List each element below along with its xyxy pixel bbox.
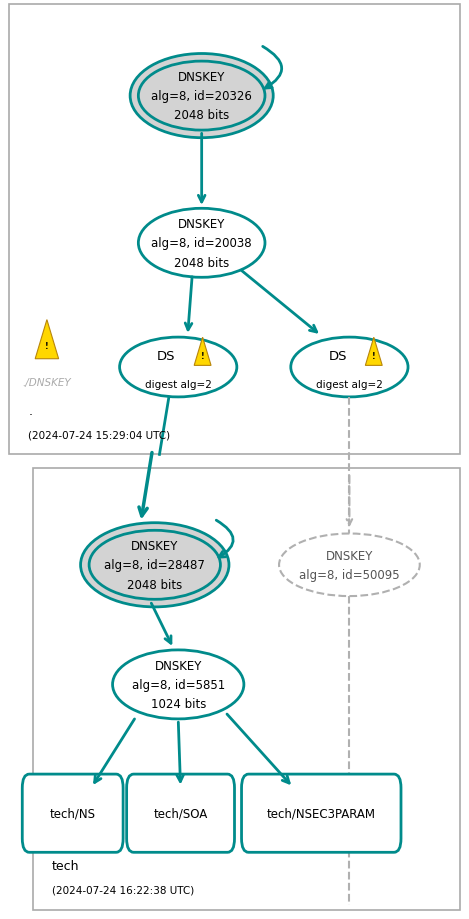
Text: tech/NSEC3PARAM: tech/NSEC3PARAM [267, 807, 376, 820]
Text: tech/SOA: tech/SOA [153, 807, 208, 820]
Text: DS: DS [328, 350, 347, 363]
Text: 2048 bits: 2048 bits [174, 256, 229, 269]
FancyBboxPatch shape [33, 469, 460, 910]
Ellipse shape [138, 62, 265, 130]
Ellipse shape [279, 534, 420, 596]
FancyBboxPatch shape [242, 774, 401, 853]
Text: !: ! [372, 352, 376, 360]
Ellipse shape [89, 530, 220, 599]
Ellipse shape [291, 338, 408, 397]
FancyBboxPatch shape [9, 5, 460, 455]
Text: alg=8, id=20326: alg=8, id=20326 [151, 90, 252, 103]
Text: DS: DS [157, 350, 176, 363]
Text: DNSKEY: DNSKEY [154, 659, 202, 672]
Text: !: ! [45, 341, 49, 350]
Text: digest alg=2: digest alg=2 [316, 380, 383, 389]
Ellipse shape [120, 338, 237, 397]
Text: DNSKEY: DNSKEY [178, 218, 226, 231]
Polygon shape [365, 338, 382, 366]
Text: (2024-07-24 16:22:38 UTC): (2024-07-24 16:22:38 UTC) [52, 885, 194, 894]
Text: alg=8, id=50095: alg=8, id=50095 [299, 568, 400, 581]
Text: alg=8, id=5851: alg=8, id=5851 [132, 678, 225, 691]
Text: !: ! [201, 352, 204, 360]
Text: DNSKEY: DNSKEY [131, 539, 179, 552]
Ellipse shape [138, 209, 265, 278]
Text: alg=8, id=28487: alg=8, id=28487 [104, 559, 205, 572]
Text: digest alg=2: digest alg=2 [145, 380, 212, 389]
Text: .: . [28, 404, 32, 417]
Text: alg=8, id=20038: alg=8, id=20038 [151, 237, 252, 250]
Polygon shape [194, 338, 211, 366]
Text: 2048 bits: 2048 bits [127, 578, 182, 591]
Text: 2048 bits: 2048 bits [174, 109, 229, 122]
FancyBboxPatch shape [22, 774, 123, 853]
Text: ./DNSKEY: ./DNSKEY [23, 378, 71, 387]
Text: tech/NS: tech/NS [50, 807, 96, 820]
FancyBboxPatch shape [127, 774, 234, 853]
Ellipse shape [81, 523, 229, 607]
Polygon shape [35, 321, 59, 359]
Text: 1024 bits: 1024 bits [151, 698, 206, 710]
Ellipse shape [113, 651, 244, 719]
Text: DNSKEY: DNSKEY [178, 71, 226, 84]
Text: (2024-07-24 15:29:04 UTC): (2024-07-24 15:29:04 UTC) [28, 430, 170, 439]
Text: DNSKEY: DNSKEY [325, 550, 373, 562]
Ellipse shape [130, 54, 273, 139]
Text: tech: tech [52, 859, 79, 872]
